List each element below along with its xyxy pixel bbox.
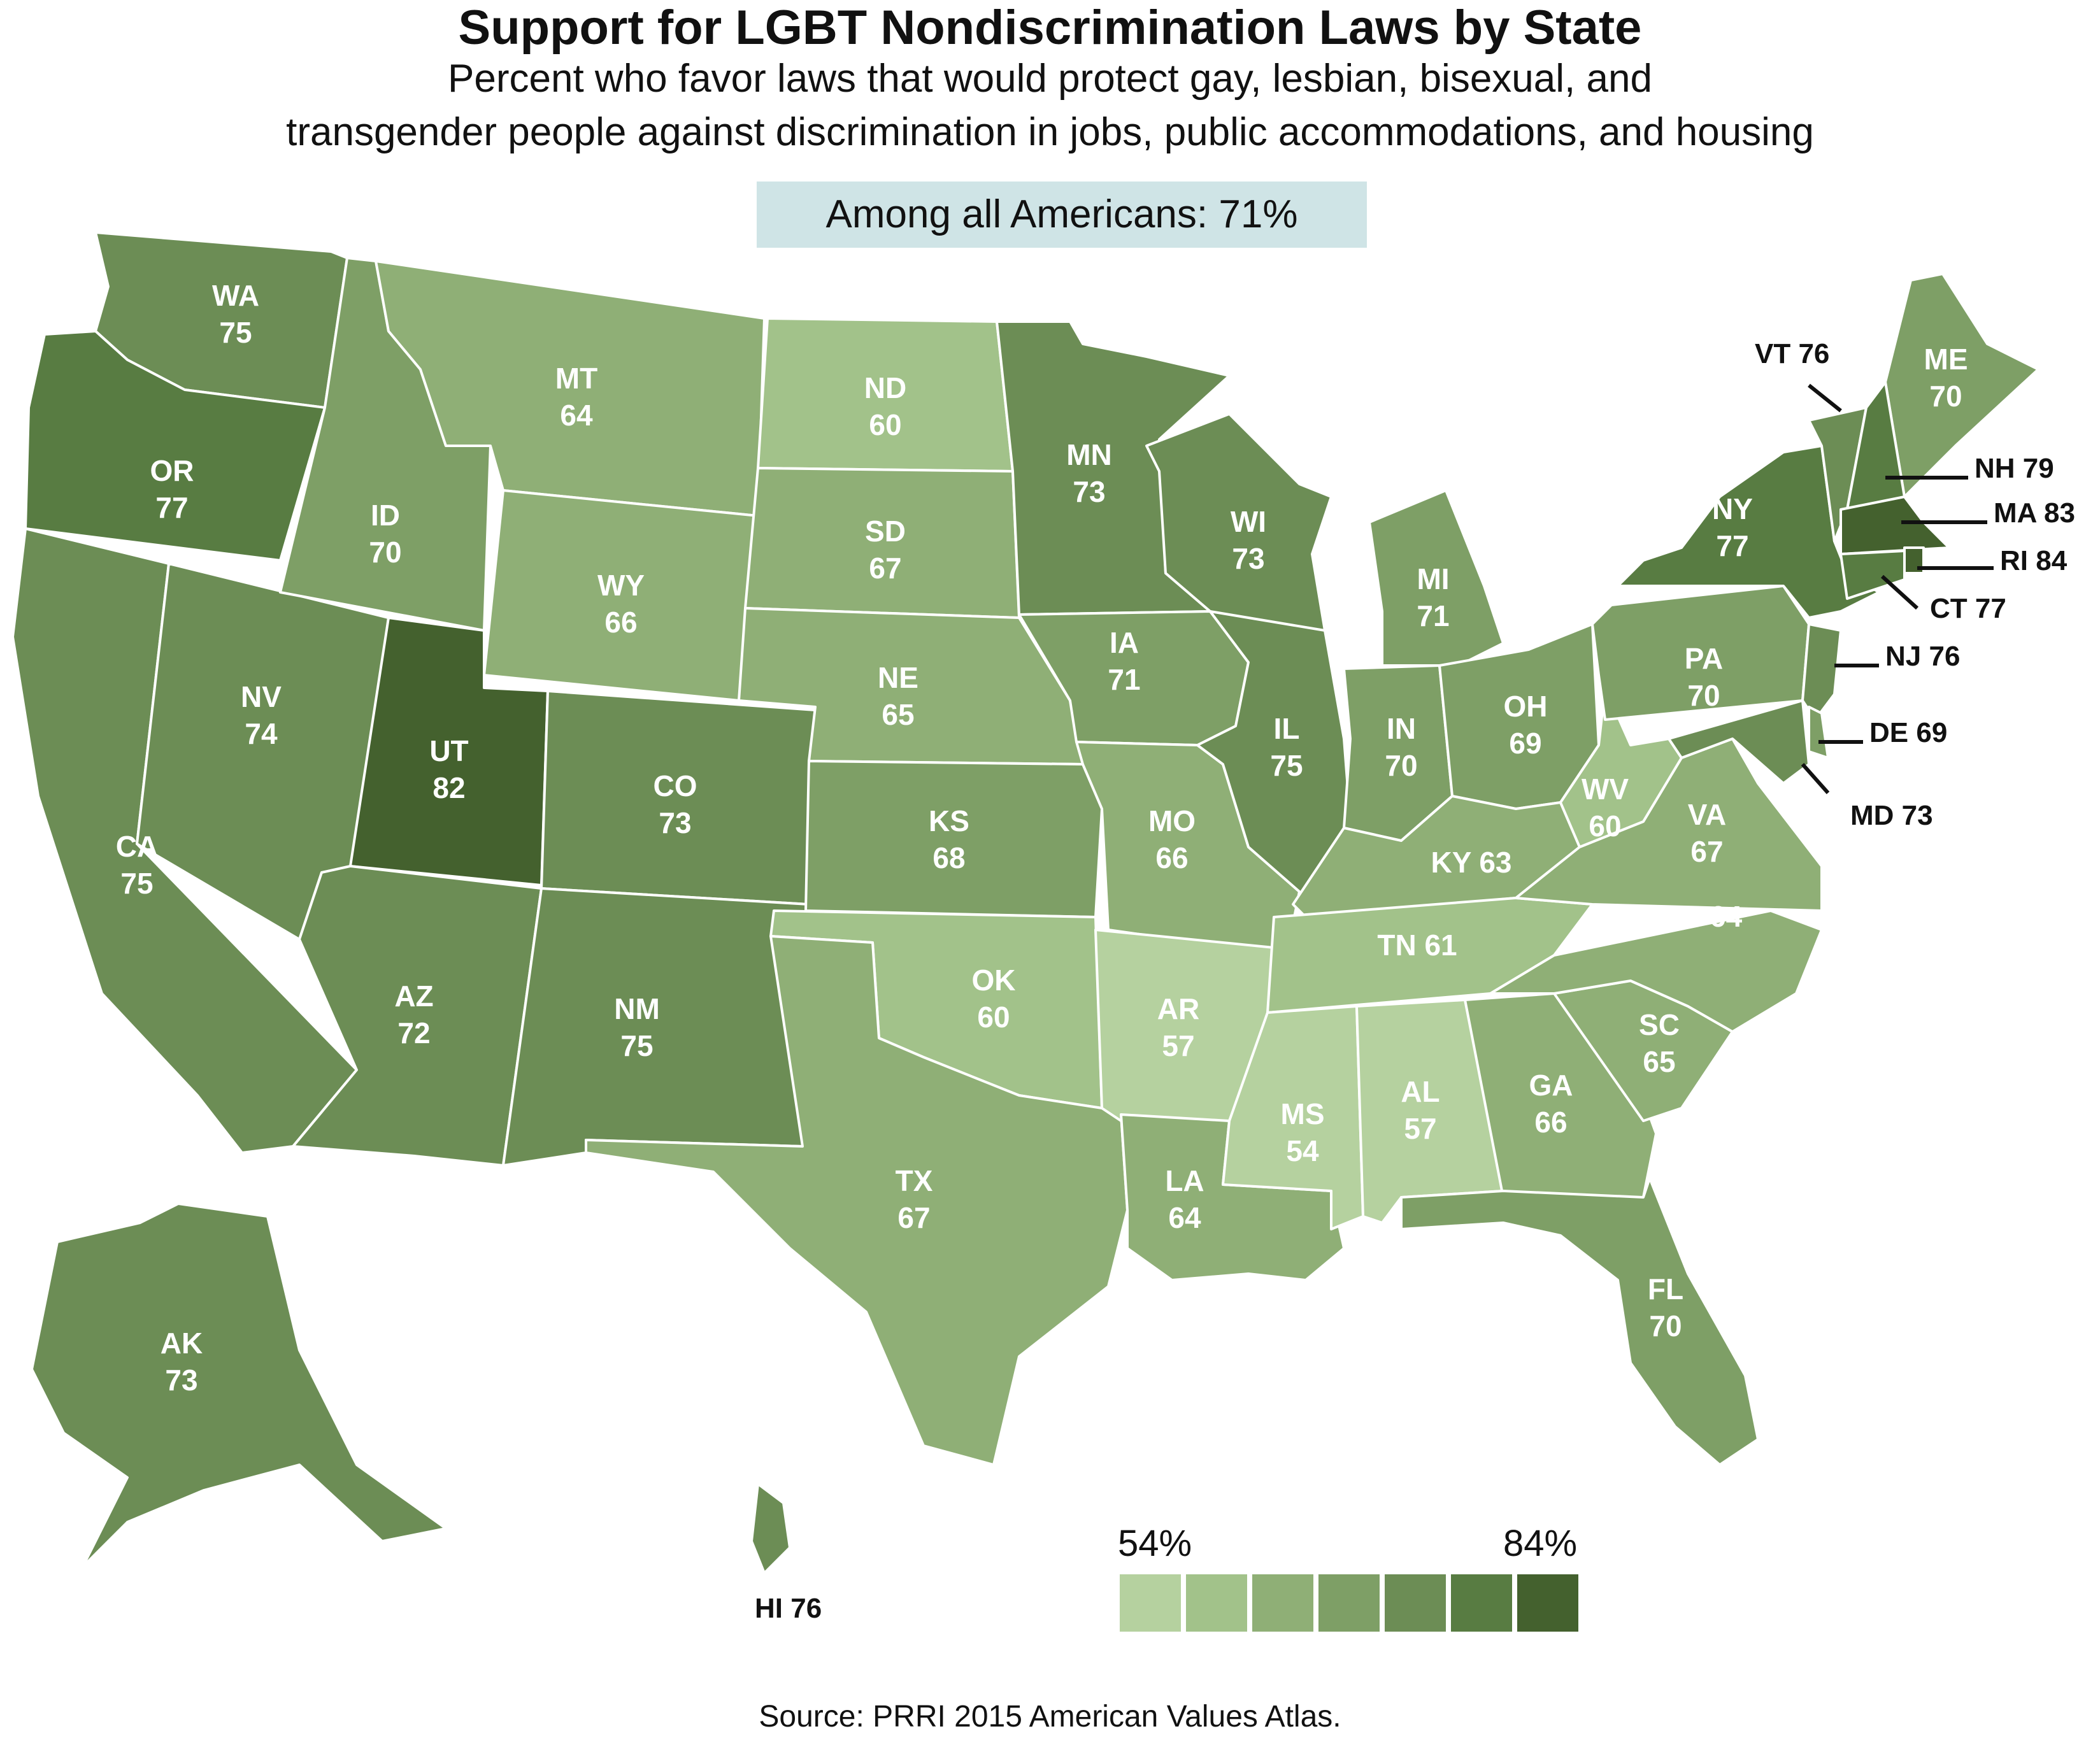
legend-swatch-2	[1186, 1574, 1247, 1632]
callout-label-md: MD 73	[1850, 800, 1933, 831]
legend-swatch-6	[1451, 1574, 1512, 1632]
state-label-la: LA 64	[1165, 1164, 1204, 1234]
state-label-mn: MN 73	[1066, 438, 1112, 508]
state-label-ny: NY 77	[1712, 492, 1753, 562]
state-mi	[1368, 489, 1504, 667]
state-label-nv: NV 74	[241, 680, 282, 750]
state-label-sc: SC 65	[1639, 1008, 1680, 1078]
state-label-ok: OK 60	[972, 964, 1016, 1034]
legend-swatch-5	[1385, 1574, 1446, 1632]
legend-min-label: 54%	[1118, 1523, 1192, 1564]
callout-label-vt: VT 76	[1755, 338, 1829, 369]
state-label-ks: KS 68	[929, 804, 969, 874]
state-ct	[1839, 550, 1906, 600]
state-label-co: CO 73	[654, 769, 697, 839]
state-il	[1196, 610, 1352, 906]
state-md	[1668, 699, 1810, 785]
state-label-tx: TX 67	[896, 1164, 933, 1234]
state-label-ut: UT 82	[429, 734, 468, 804]
state-label-fl: FL 70	[1648, 1272, 1683, 1343]
state-label-nm: NM 75	[614, 992, 660, 1062]
state-label-mt: MT 64	[555, 362, 597, 432]
state-label-mi: MI 71	[1417, 562, 1449, 632]
legend-swatch-1	[1120, 1574, 1181, 1632]
state-me	[1884, 273, 2039, 498]
state-label-in: IN 70	[1385, 712, 1417, 782]
state-label-ar: AR 57	[1157, 992, 1199, 1062]
state-label-il: IL 75	[1270, 712, 1303, 782]
state-de	[1808, 706, 1829, 759]
state-nm	[502, 887, 810, 1167]
legend-swatch-3	[1252, 1574, 1313, 1632]
state-label-oh: OH 69	[1504, 690, 1548, 760]
map-title: Support for LGBT Nondiscrimination Laws …	[458, 1, 1642, 55]
state-hi	[750, 1483, 791, 1574]
state-label-or: OR 77	[150, 454, 194, 524]
callout-line-md	[1801, 763, 1830, 794]
state-label-al: AL 57	[1401, 1075, 1439, 1145]
state-az	[292, 865, 543, 1167]
legend-swatch-7	[1517, 1574, 1578, 1632]
state-mn	[996, 320, 1231, 616]
state-label-ga: GA 66	[1529, 1069, 1573, 1139]
state-nj	[1801, 623, 1842, 721]
state-label-ak: AK 73	[161, 1327, 203, 1397]
state-tx	[585, 935, 1129, 1466]
state-label-ky: KY 63	[1431, 846, 1511, 879]
state-nc	[1489, 909, 1823, 1033]
callout-label-de: DE 69	[1869, 717, 1947, 748]
national-average-banner: Among all Americans: 71%	[757, 182, 1367, 248]
map-subtitle-line-2: transgender people against discriminatio…	[286, 110, 1814, 154]
state-label-ms: MS 54	[1281, 1097, 1325, 1167]
callout-line-vt	[1808, 383, 1842, 413]
state-ks	[804, 760, 1103, 918]
state-label-ca: CA 75	[116, 830, 158, 900]
state-label-me: ME 70	[1924, 343, 1968, 413]
callout-label-ri: RI 84	[2000, 545, 2068, 576]
state-label-ia: IA 71	[1108, 626, 1140, 696]
callout-label-ma: MA 83	[1994, 497, 2075, 529]
state-label-sd: SD 67	[865, 515, 906, 585]
state-label-ne: NE 65	[878, 661, 918, 731]
state-label-tn: TN 61	[1377, 929, 1457, 962]
state-label-nd: ND 60	[864, 371, 906, 441]
legend-max-label: 84%	[1503, 1523, 1578, 1564]
state-label-va: VA 67	[1688, 798, 1727, 868]
state-ak	[31, 1202, 447, 1568]
legend-swatch-4	[1318, 1574, 1380, 1632]
state-ma	[1839, 495, 1950, 555]
state-label-id: ID 70	[369, 499, 401, 569]
state-label-wa: WA 75	[212, 279, 259, 349]
state-label-mo: MO 66	[1148, 804, 1196, 874]
state-label-az: AZ 72	[394, 979, 433, 1050]
callout-label-nj: NJ 76	[1885, 641, 1960, 672]
source-note: Source: PRRI 2015 American Values Atlas.	[759, 1700, 1341, 1734]
color-scale-legend	[1120, 1574, 1578, 1632]
callout-label-nh: NH 79	[1975, 453, 2054, 484]
callout-label-ct: CT 77	[1930, 593, 2006, 624]
callout-line-ct	[1880, 574, 1919, 610]
state-label-wi: WI 73	[1231, 505, 1266, 575]
callout-label-hi: HI 76	[755, 1593, 822, 1624]
map-subtitle-line-1: Percent who favor laws that would protec…	[448, 57, 1652, 101]
state-label-nc: NC 64	[1659, 900, 1743, 933]
state-fl	[1400, 1177, 1759, 1466]
state-label-wv: WV 60	[1582, 773, 1629, 843]
state-label-wy: WY 66	[597, 569, 645, 639]
state-label-pa: PA 70	[1685, 642, 1724, 712]
